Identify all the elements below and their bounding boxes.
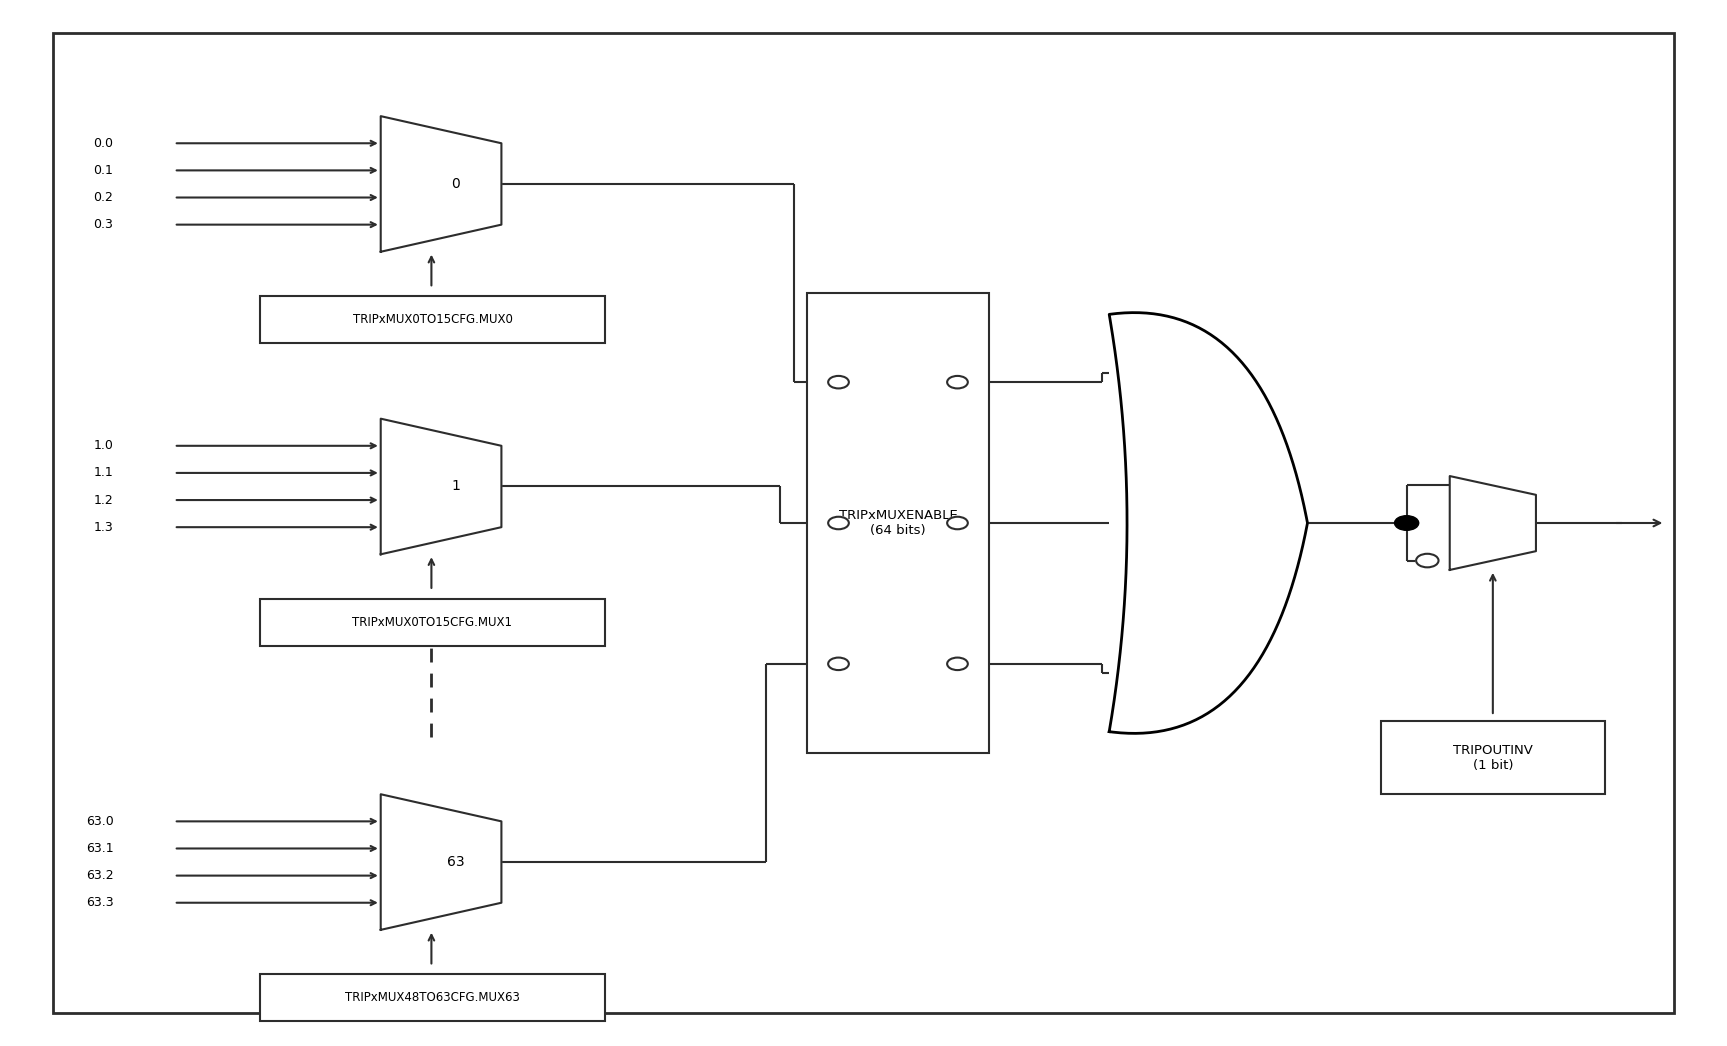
Polygon shape	[1449, 476, 1535, 570]
Circle shape	[946, 517, 967, 529]
Circle shape	[829, 376, 850, 388]
Circle shape	[829, 658, 850, 670]
Text: 63: 63	[447, 855, 465, 869]
Polygon shape	[1109, 313, 1307, 733]
Bar	[808, 294, 988, 752]
Circle shape	[946, 658, 967, 670]
Circle shape	[829, 517, 850, 529]
Circle shape	[1416, 553, 1439, 567]
Bar	[261, 974, 604, 1021]
Polygon shape	[380, 418, 501, 554]
Text: TRIPxMUX0TO15CFG.MUX0: TRIPxMUX0TO15CFG.MUX0	[352, 313, 513, 326]
Polygon shape	[380, 116, 501, 252]
Circle shape	[946, 376, 967, 388]
Text: 1.1: 1.1	[93, 467, 114, 479]
Text: TRIPOUTINV
(1 bit): TRIPOUTINV (1 bit)	[1452, 744, 1534, 772]
Text: TRIPxMUX0TO15CFG.MUX1: TRIPxMUX0TO15CFG.MUX1	[352, 616, 513, 629]
Text: 1.0: 1.0	[93, 439, 114, 452]
Circle shape	[1395, 516, 1418, 530]
Text: TRIPxMUX48TO63CFG.MUX63: TRIPxMUX48TO63CFG.MUX63	[345, 992, 520, 1004]
Text: TRIPxMUXENABLE
(64 bits): TRIPxMUXENABLE (64 bits)	[839, 509, 957, 537]
Bar	[1382, 721, 1604, 794]
Polygon shape	[380, 794, 501, 930]
Text: 63.3: 63.3	[86, 896, 114, 909]
Text: 1: 1	[451, 479, 459, 494]
Text: 63.0: 63.0	[86, 815, 114, 827]
Text: 63.2: 63.2	[86, 869, 114, 882]
Bar	[261, 296, 604, 343]
Text: 0.0: 0.0	[93, 137, 114, 150]
Text: 0.3: 0.3	[93, 219, 114, 231]
Text: 0.1: 0.1	[93, 164, 114, 177]
Text: 0: 0	[451, 177, 459, 191]
Text: 0.2: 0.2	[93, 191, 114, 204]
Text: 1.3: 1.3	[93, 521, 114, 533]
Bar	[261, 598, 604, 645]
Text: 63.1: 63.1	[86, 842, 114, 855]
Text: 1.2: 1.2	[93, 494, 114, 506]
